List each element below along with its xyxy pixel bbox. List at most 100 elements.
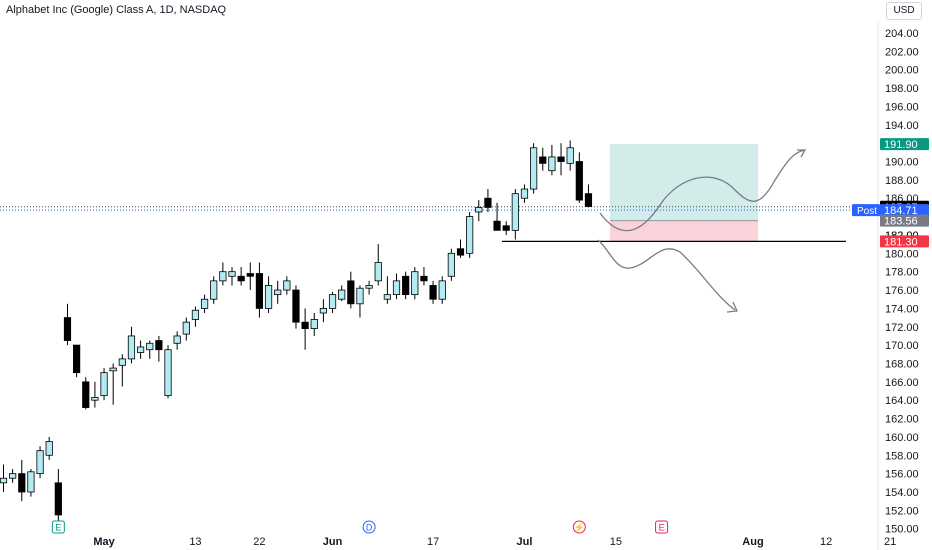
candle-up[interactable]	[475, 207, 483, 213]
candle-up[interactable]	[383, 294, 391, 300]
candle-up[interactable]	[374, 262, 382, 282]
candle-down[interactable]	[584, 193, 593, 207]
candle-down[interactable]	[237, 275, 245, 282]
price-tick-label: 174.00	[885, 303, 919, 315]
price-tick-label: 180.00	[885, 248, 919, 260]
candle-up[interactable]	[164, 349, 172, 397]
candle-up[interactable]	[438, 280, 446, 300]
dividend-marker-label: D	[366, 523, 373, 533]
stop-price-tag-bg	[880, 235, 929, 248]
loss-zone[interactable]	[610, 220, 758, 242]
currency-selector[interactable]: USD	[886, 2, 922, 20]
candle-up[interactable]	[310, 319, 318, 329]
candle-down[interactable]	[575, 161, 583, 201]
dividend-marker[interactable]	[362, 520, 376, 534]
bearish-projection-path[interactable]	[597, 239, 736, 311]
time-axis-label: 22	[253, 536, 265, 548]
split-marker[interactable]	[572, 520, 586, 534]
candle-up[interactable]	[365, 285, 373, 289]
split-marker-label: ⚡	[574, 522, 585, 534]
candle-up[interactable]	[127, 335, 136, 360]
candle-down[interactable]	[292, 289, 300, 323]
post-price-tag: 184.71	[884, 205, 918, 217]
candle-down[interactable]	[502, 225, 510, 231]
candle-down[interactable]	[82, 381, 90, 408]
time-axis-label: 21	[884, 536, 896, 548]
candle-down[interactable]	[73, 344, 81, 374]
candle-down[interactable]	[347, 280, 355, 305]
candle-up[interactable]	[319, 307, 328, 314]
candle-down[interactable]	[246, 273, 254, 277]
candle-up[interactable]	[0, 477, 8, 484]
price-tick-label: 172.00	[885, 322, 919, 334]
price-tick-label: 196.00	[885, 101, 919, 113]
candle-up[interactable]	[136, 346, 145, 353]
bullish-projection-path[interactable]	[599, 149, 806, 232]
candle-up[interactable]	[566, 147, 574, 164]
candle-up[interactable]	[274, 289, 282, 296]
candle-down[interactable]	[18, 473, 26, 493]
candle-up[interactable]	[356, 287, 364, 305]
candle-down[interactable]	[456, 248, 465, 256]
candle-up[interactable]	[466, 216, 474, 254]
candle-up[interactable]	[283, 280, 291, 291]
candle-down[interactable]	[54, 482, 62, 516]
candle-up[interactable]	[118, 358, 126, 366]
candle-down[interactable]	[539, 156, 547, 164]
candle-up[interactable]	[36, 450, 44, 475]
candle-up[interactable]	[45, 441, 53, 456]
candle-up[interactable]	[328, 294, 337, 309]
candle-down[interactable]	[557, 156, 565, 162]
candle-down[interactable]	[493, 220, 501, 231]
candle-down[interactable]	[63, 317, 72, 341]
candle-up[interactable]	[91, 397, 99, 401]
candle-down[interactable]	[301, 321, 309, 329]
candle-up[interactable]	[200, 298, 209, 309]
price-tick-label: 204.00	[885, 28, 919, 40]
candle-down[interactable]	[484, 197, 492, 208]
post-price-tag-bg	[880, 204, 929, 217]
candle-up[interactable]	[411, 271, 419, 296]
candle-up[interactable]	[210, 280, 218, 300]
target-price-tag-bg	[880, 138, 929, 151]
price-tick-label: 194.00	[885, 120, 919, 132]
price-tick-label: 198.00	[885, 83, 919, 95]
candle-up[interactable]	[447, 252, 455, 277]
price-tick-label: 176.00	[885, 285, 919, 297]
price-tick-label: 202.00	[885, 46, 919, 58]
price-tick-label: 150.00	[885, 524, 919, 536]
candle-up[interactable]	[548, 156, 556, 172]
candle-up[interactable]	[228, 271, 236, 277]
bearish-arrow-head	[726, 301, 738, 313]
earnings-future-marker[interactable]	[655, 520, 669, 534]
earnings-marker[interactable]	[51, 520, 65, 534]
price-tick-label: 162.00	[885, 414, 919, 426]
candle-up[interactable]	[27, 471, 35, 493]
candle-down[interactable]	[402, 275, 410, 296]
candle-up[interactable]	[511, 193, 519, 231]
candle-up[interactable]	[530, 147, 538, 190]
candle-down[interactable]	[420, 275, 428, 282]
candle-up[interactable]	[191, 309, 200, 320]
candle-down[interactable]	[155, 340, 163, 351]
candle-up[interactable]	[338, 289, 346, 300]
price-tick-label: 160.00	[885, 432, 919, 444]
candle-down[interactable]	[429, 285, 437, 300]
time-axis-label: Jun	[323, 536, 343, 548]
price-tick-label: 190.00	[885, 157, 919, 169]
candle-up[interactable]	[219, 271, 227, 282]
candle-up[interactable]	[264, 285, 273, 309]
candle-up[interactable]	[520, 188, 529, 199]
candle-up[interactable]	[9, 473, 17, 479]
candle-up[interactable]	[146, 342, 154, 351]
candle-up[interactable]	[173, 335, 181, 344]
stop-price-tag: 181.30	[884, 236, 918, 248]
candle-up[interactable]	[392, 280, 401, 296]
candle-up[interactable]	[109, 367, 117, 372]
price-tick-label: 178.00	[885, 267, 919, 279]
candle-down[interactable]	[255, 273, 264, 309]
time-axis-label: May	[93, 536, 115, 548]
candle-up[interactable]	[182, 321, 190, 335]
candle-up[interactable]	[100, 372, 108, 397]
